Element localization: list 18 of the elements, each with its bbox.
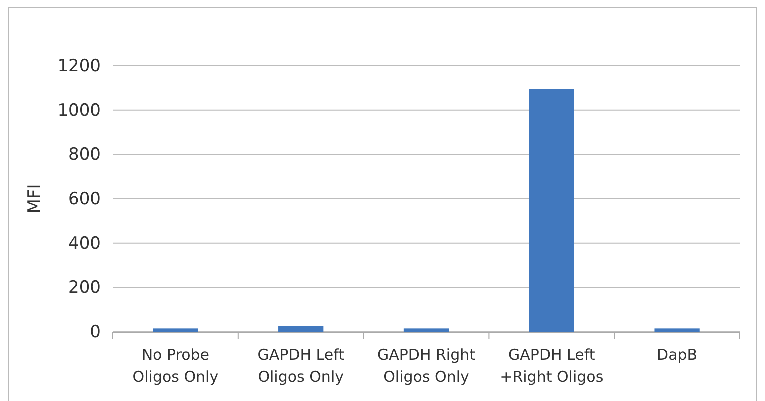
x-tick-label: GAPDH Right Oligos Only [377, 346, 476, 386]
y-tick-label: 800 [68, 145, 101, 166]
x-tick-label: GAPDH Left Oligos Only [258, 346, 345, 386]
bar [278, 326, 324, 332]
y-tick-label: 400 [68, 234, 101, 254]
y-tick-label: 1200 [58, 56, 101, 76]
bar [404, 328, 450, 332]
bar [654, 328, 700, 332]
y-tick-label: 200 [68, 278, 101, 298]
y-axis-title: MFI [25, 184, 45, 214]
x-tick-label: No Probe Oligos Only [132, 346, 219, 386]
bar [529, 89, 574, 332]
bar [153, 328, 198, 332]
y-tick-label: 1000 [58, 100, 101, 121]
y-tick-label: 0 [90, 322, 101, 342]
x-tick-label: DapB [657, 346, 698, 364]
x-tick-label: GAPDH Left +Right Oligos [500, 346, 604, 386]
y-tick-label: 600 [68, 189, 101, 210]
